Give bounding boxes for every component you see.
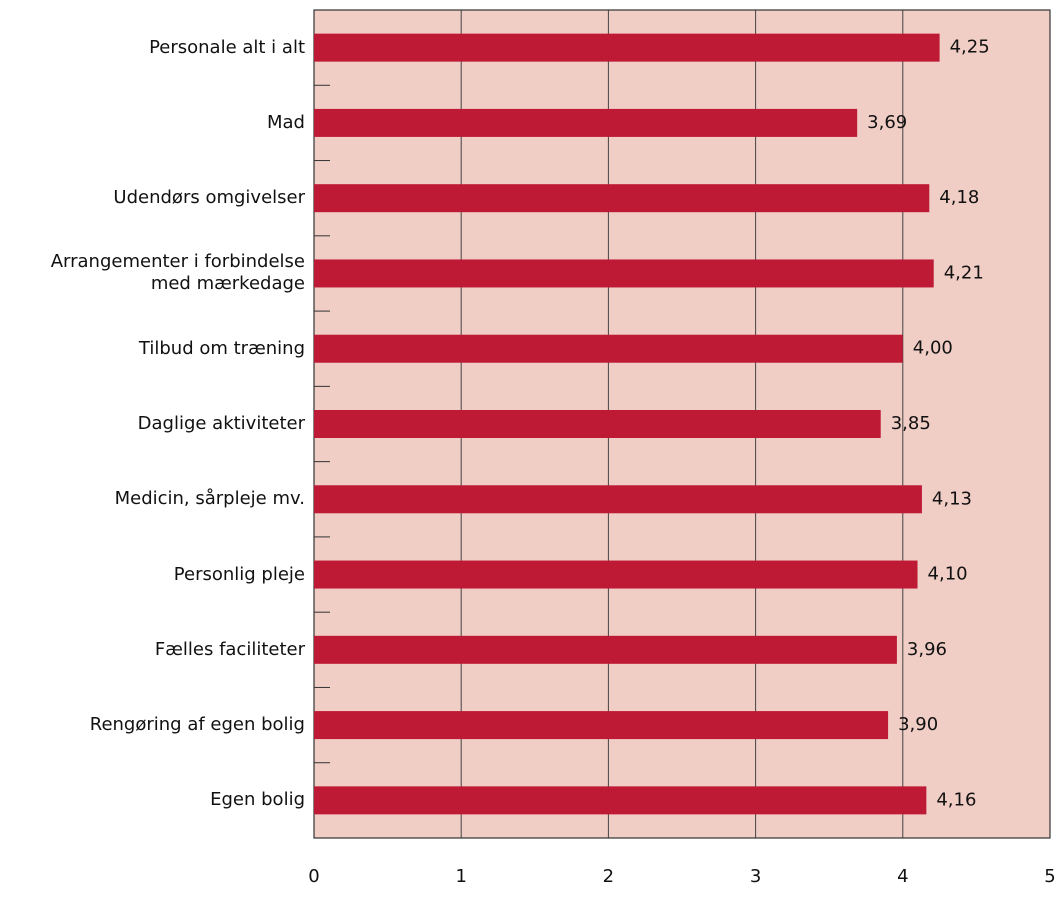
bar (314, 33, 940, 62)
x-tick-label: 2 (603, 866, 614, 887)
x-tick-label: 1 (455, 866, 466, 887)
category-label: Personlig pleje (173, 563, 305, 585)
category-label: Arrangementer i forbindelse med mærkedag… (50, 251, 305, 295)
value-label: 4,13 (932, 488, 972, 509)
x-tick-label: 3 (750, 866, 761, 887)
value-label: 4,10 (928, 564, 968, 585)
value-label: 4,18 (939, 187, 979, 208)
category-label: Fælles faciliteter (154, 638, 305, 660)
category-label: Udendørs omgivelser (113, 187, 305, 209)
bar (314, 711, 889, 740)
bar (314, 410, 881, 438)
bar (314, 485, 922, 514)
bar (314, 560, 918, 589)
value-label: 3,85 (891, 413, 931, 434)
value-label: 3,69 (867, 112, 907, 133)
category-label: Mad (267, 111, 305, 133)
bar (314, 786, 927, 815)
value-label: 3,96 (907, 639, 947, 660)
x-tick-label: 4 (897, 866, 908, 887)
category-label: Personale alt i alt (149, 36, 305, 58)
bar (314, 259, 934, 288)
category-label: Rengøring af egen bolig (89, 714, 305, 736)
value-label: 4,16 (936, 789, 976, 810)
x-tick-label: 5 (1044, 866, 1055, 887)
value-label: 3,90 (898, 714, 938, 735)
bar (314, 108, 858, 137)
value-label: 4,00 (913, 338, 953, 359)
bar (314, 184, 930, 213)
bar (314, 635, 897, 664)
category-label: Egen bolig (210, 789, 305, 811)
category-label: Daglige aktiviteter (137, 413, 305, 434)
category-label: Tilbud om træning (138, 337, 305, 359)
value-label: 4,21 (944, 262, 984, 283)
bar (314, 334, 903, 363)
category-label: Medicin, sårpleje mv. (114, 488, 305, 510)
x-tick-label: 0 (308, 866, 319, 887)
value-label: 4,25 (950, 37, 990, 58)
